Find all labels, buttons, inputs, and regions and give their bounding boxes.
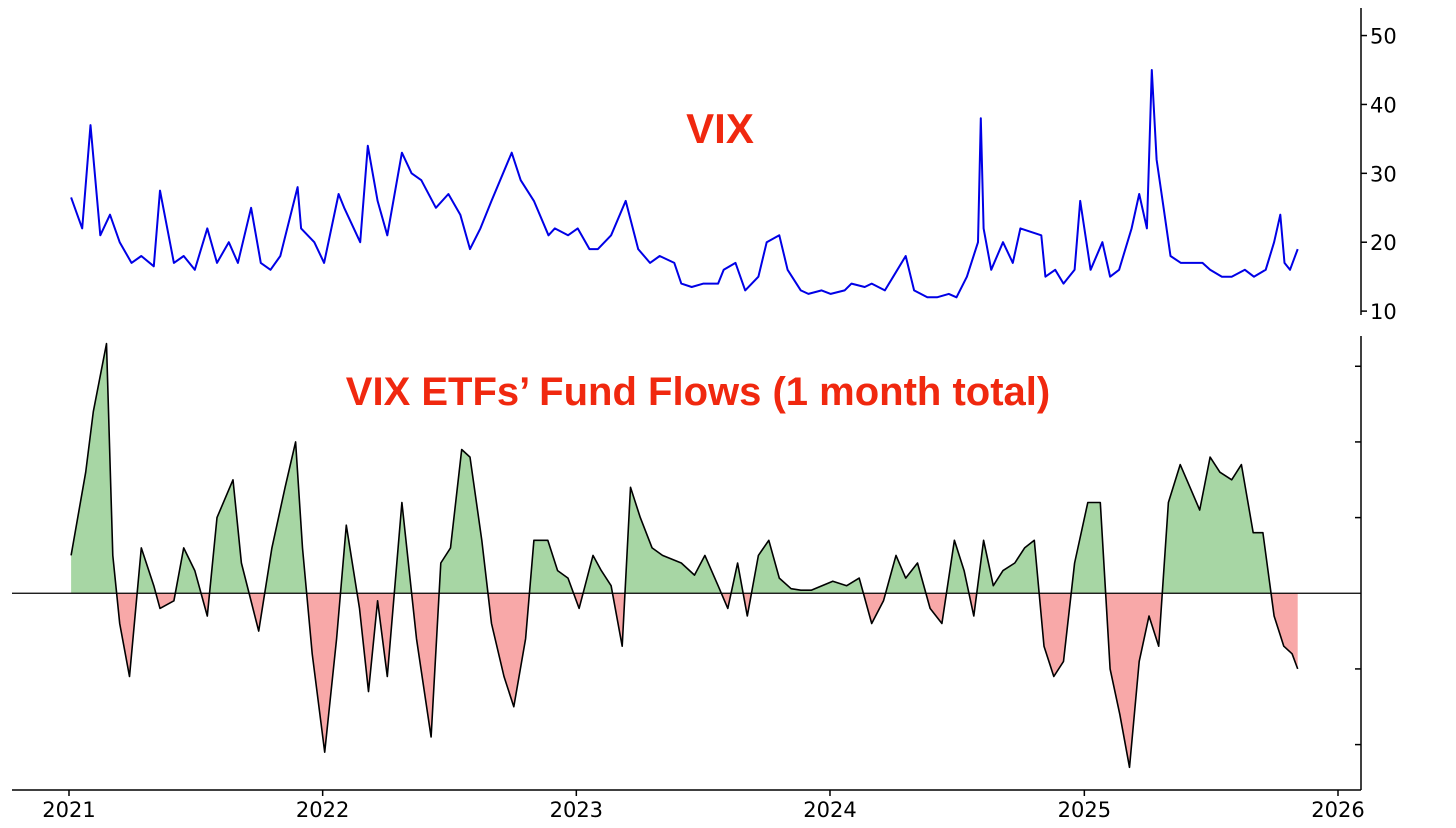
flow-panel: VIX ETFs’ Fund Flows (1 month total): [12, 336, 1362, 790]
flow-title: VIX ETFs’ Fund Flows (1 month total): [346, 370, 1050, 414]
vix-panel: VIX 10 20 30 40 50: [70, 8, 1397, 324]
x-axis: 2021 2022 2023 2024 2025 2026: [12, 789, 1365, 822]
x-tick-label: 2021: [42, 798, 95, 822]
vix-line: [70, 69, 1299, 299]
x-tick-label: 2023: [550, 798, 603, 822]
flow-y-ticks: [1355, 365, 1361, 746]
vix-y-tick-label: 20: [1370, 231, 1397, 255]
vix-y-tick-label: 40: [1370, 93, 1397, 117]
x-tick-label: 2022: [296, 798, 349, 822]
vix-y-tick-label: 50: [1370, 25, 1397, 49]
x-ticks: 2021 2022 2023 2024 2025 2026: [42, 790, 1365, 822]
x-tick-label: 2024: [803, 798, 856, 822]
flow-positive-area: [71, 343, 1272, 594]
flow-negative-area: [71, 593, 1298, 768]
flow-line: [70, 342, 1299, 769]
vix-y-ticks: 10 20 30 40 50: [1361, 25, 1397, 324]
vix-title: VIX: [686, 105, 754, 152]
vix-y-tick-label: 10: [1370, 300, 1397, 324]
x-tick-label: 2026: [1311, 798, 1364, 822]
x-tick-label: 2025: [1058, 798, 1111, 822]
vix-y-tick-label: 30: [1370, 162, 1397, 186]
